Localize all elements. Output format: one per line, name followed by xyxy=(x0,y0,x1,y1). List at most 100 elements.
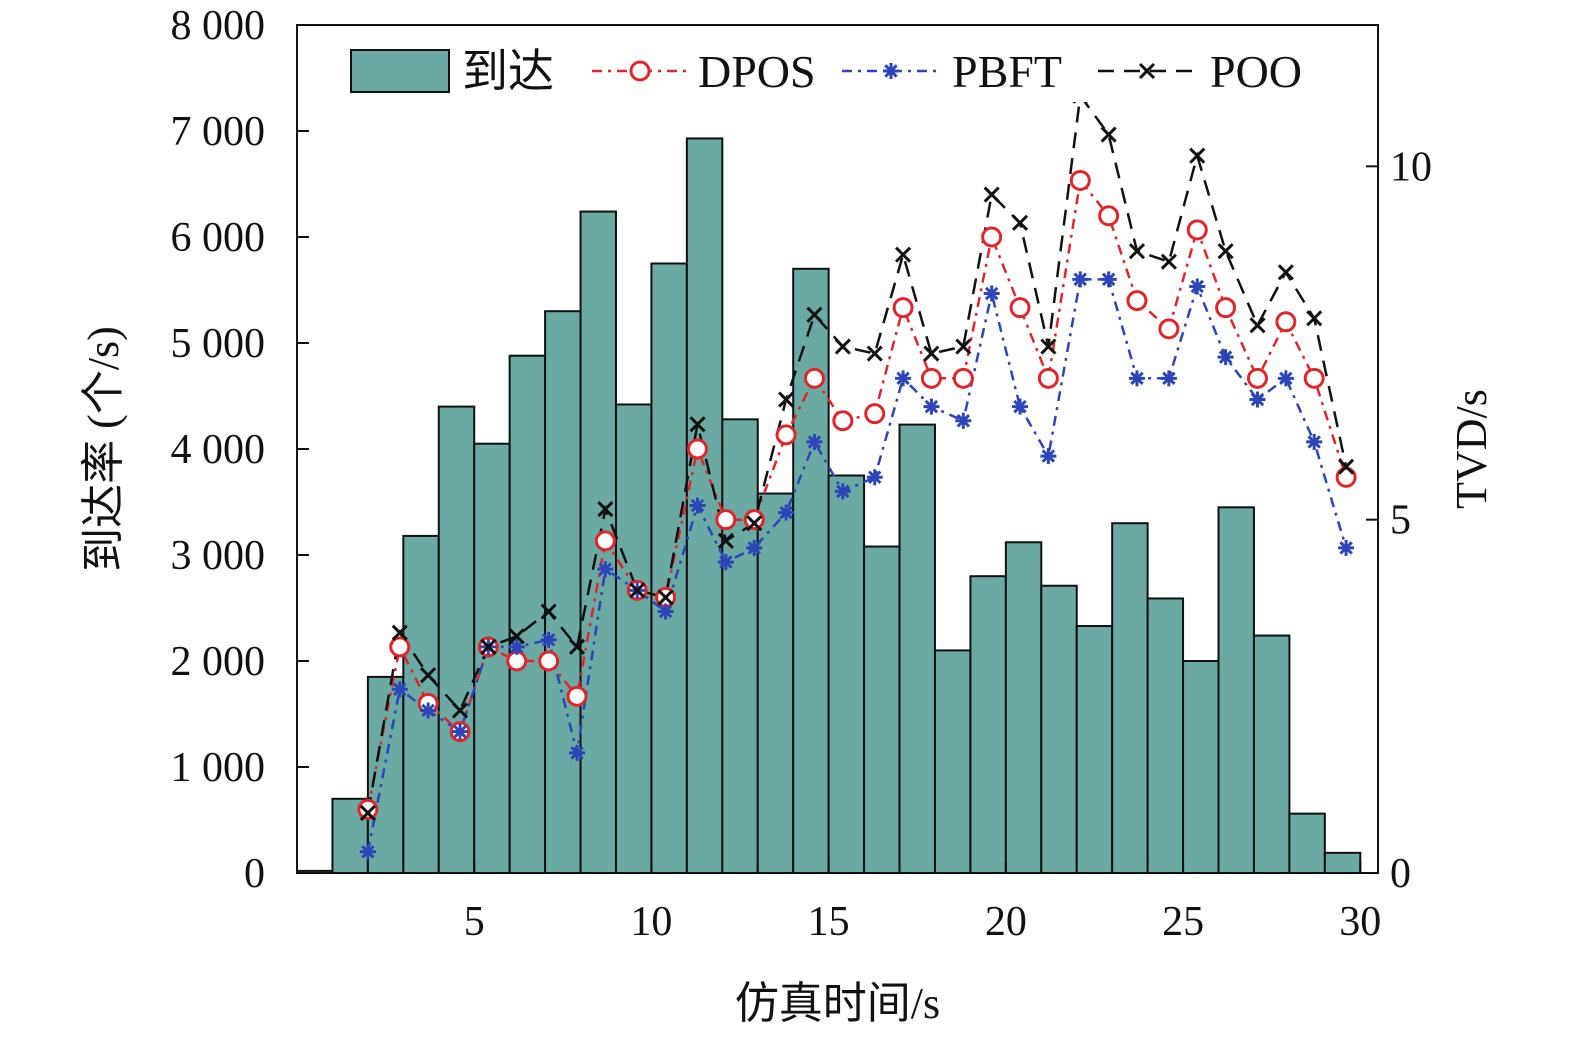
x-tick-label-0: 5 xyxy=(464,899,485,945)
marker-dpos-29 xyxy=(1215,297,1237,319)
bar-29 xyxy=(1323,851,1362,874)
marker-pbft-24 xyxy=(1072,271,1089,288)
marker-poo-12 xyxy=(717,532,734,549)
marker-pbft-22 xyxy=(1012,398,1029,415)
marker-pbft-0 xyxy=(359,843,376,860)
marker-pbft-30 xyxy=(1249,391,1266,408)
marker-dpos-21 xyxy=(981,226,1003,248)
bar-19 xyxy=(969,575,1007,874)
marker-poo-14 xyxy=(778,391,795,408)
marker-pbft-25 xyxy=(1100,271,1117,288)
y-left-axis-title: 到达率 (个/s) xyxy=(79,326,128,572)
marker-pbft-8 xyxy=(597,561,614,578)
legend-swatch-pbft xyxy=(842,63,940,79)
marker-poo-5 xyxy=(508,628,525,645)
marker-dpos-8 xyxy=(594,530,616,552)
marker-dpos-12 xyxy=(715,509,737,531)
series-line-pbft xyxy=(366,278,1348,853)
y-right-tick-label-2: 10 xyxy=(1390,144,1432,190)
marker-dpos-6 xyxy=(538,650,560,672)
x-tick-label-4: 25 xyxy=(1162,899,1204,945)
bar-7 xyxy=(544,310,582,874)
y-left-tick-label-8: 8 000 xyxy=(171,3,266,49)
bar-23 xyxy=(1111,522,1149,874)
y-left-tick-label-7: 7 000 xyxy=(171,109,266,155)
marker-pbft-21 xyxy=(983,285,1000,302)
marker-dpos-11 xyxy=(687,438,709,460)
bar-26 xyxy=(1217,506,1255,874)
marker-pbft-33 xyxy=(1338,539,1355,556)
marker-poo-0 xyxy=(359,804,376,821)
marker-poo-32 xyxy=(1306,310,1323,327)
marker-pbft-31 xyxy=(1277,370,1294,387)
bar-21 xyxy=(1040,584,1078,874)
bar-25 xyxy=(1182,660,1220,874)
marker-pbft-20 xyxy=(955,412,972,429)
series-line-poo xyxy=(366,92,1348,814)
marker-dpos-24 xyxy=(1069,169,1091,191)
marker-pbft-13 xyxy=(746,539,763,556)
marker-pbft-1 xyxy=(391,681,408,698)
y-right-axis-title: TVD/s xyxy=(1447,389,1496,509)
bar-16 xyxy=(863,545,901,875)
y-left-tick-label-2: 2 000 xyxy=(171,639,266,685)
y-right-tick-label-0: 0 xyxy=(1390,851,1411,897)
marker-poo-1 xyxy=(391,624,408,641)
marker-dpos-22 xyxy=(1009,297,1031,319)
marker-poo-26 xyxy=(1128,243,1146,260)
y-left-tick-label-1: 1 000 xyxy=(171,745,266,791)
marker-poo-31 xyxy=(1277,264,1294,281)
marker-pbft-14 xyxy=(778,504,795,521)
marker-pbft-10 xyxy=(657,603,674,620)
marker-pbft-23 xyxy=(1040,448,1057,465)
legend-marker-dpos xyxy=(629,60,651,82)
y-left-tick-label-0: 0 xyxy=(244,851,265,897)
marker-dpos-30 xyxy=(1246,367,1268,389)
x-axis-title: 仿真时间/s xyxy=(735,979,940,1028)
marker-poo-8 xyxy=(597,501,614,518)
marker-dpos-17 xyxy=(864,403,886,425)
marker-poo-15 xyxy=(806,306,823,323)
marker-pbft-16 xyxy=(834,483,851,500)
marker-poo-30 xyxy=(1249,317,1266,334)
marker-pbft-27 xyxy=(1160,370,1177,387)
marker-poo-6 xyxy=(540,603,557,620)
marker-dpos-14 xyxy=(775,424,797,446)
bar-13 xyxy=(756,492,795,874)
marker-poo-7 xyxy=(568,638,586,655)
y-left-tick-label-6: 6 000 xyxy=(171,215,266,261)
marker-dpos-16 xyxy=(832,410,854,432)
marker-pbft-17 xyxy=(866,469,883,486)
lines-layer xyxy=(366,92,1348,853)
marker-dpos-28 xyxy=(1186,219,1208,241)
marker-poo-20 xyxy=(955,338,972,355)
legend-swatch-dpos xyxy=(592,60,688,82)
marker-poo-22 xyxy=(1011,214,1029,231)
bar-18 xyxy=(933,649,972,875)
bars-layer xyxy=(296,137,1362,875)
marker-poo-10 xyxy=(657,589,674,606)
legend-label-arrival: 到达 xyxy=(462,46,554,97)
marker-poo-17 xyxy=(866,345,883,362)
marker-poo-3 xyxy=(451,702,469,719)
legend: 到达 DPOS PBFT POO xyxy=(340,40,1330,102)
y-left-tick-label-3: 3 000 xyxy=(171,533,266,579)
y-right-tick-label-1: 5 xyxy=(1390,498,1411,544)
marker-dpos-26 xyxy=(1126,290,1148,312)
bar-4 xyxy=(437,405,476,874)
legend-marker-pbft xyxy=(883,63,899,79)
bar-20 xyxy=(1004,541,1043,875)
marker-dpos-13 xyxy=(743,509,765,531)
marker-dpos-19 xyxy=(920,367,942,389)
marker-pbft-32 xyxy=(1306,433,1323,450)
bar-6 xyxy=(508,354,547,875)
marker-dpos-25 xyxy=(1098,205,1120,227)
marker-pbft-26 xyxy=(1128,370,1145,387)
x-tick-label-5: 30 xyxy=(1339,899,1381,945)
bar-15 xyxy=(827,474,866,874)
bar-24 xyxy=(1146,597,1185,875)
legend-label-pbft: PBFT xyxy=(952,46,1062,97)
marker-poo-21 xyxy=(983,186,1000,203)
series-line-dpos xyxy=(366,177,1348,810)
